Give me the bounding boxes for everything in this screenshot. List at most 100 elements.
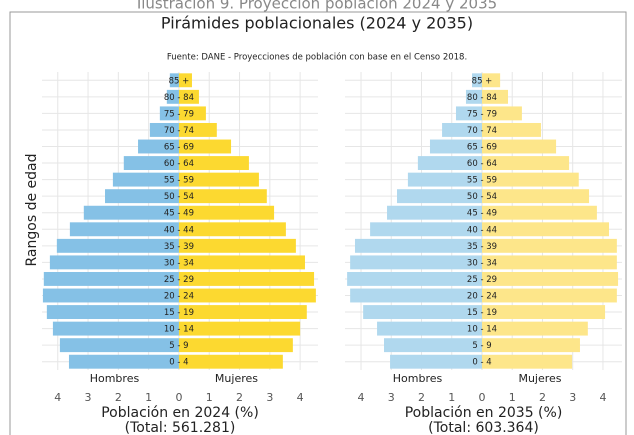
- category-label: 5 - 9: [472, 341, 491, 351]
- bar: [481, 271, 619, 286]
- category-label: 75 - 79: [164, 109, 194, 119]
- bar: [481, 288, 617, 303]
- x-tick-label: 3: [266, 391, 273, 404]
- bar: [178, 222, 286, 237]
- legend-label: Mujeres: [215, 372, 258, 385]
- category-label: 20 - 24: [164, 292, 194, 302]
- bar: [347, 271, 482, 286]
- x-tick-label: 0: [175, 391, 182, 404]
- x-tick-label: 2: [115, 391, 122, 404]
- bar: [178, 271, 315, 286]
- category-label: 15 - 19: [467, 308, 497, 318]
- category-label: 75 - 79: [467, 109, 497, 119]
- bar: [178, 122, 217, 137]
- x-axis-label: Población en 2024 (%): [101, 405, 259, 421]
- caption: Ilustración 9. Proyección población 2024…: [137, 0, 497, 13]
- bar: [442, 122, 482, 137]
- category-label: 40 - 44: [467, 225, 497, 235]
- bar: [178, 172, 259, 187]
- bar: [481, 238, 617, 253]
- x-tick-label: 2: [236, 391, 243, 404]
- x-axis-note: (Total: 561.281): [125, 420, 236, 435]
- legend-label: Mujeres: [518, 372, 561, 385]
- bar: [178, 89, 199, 104]
- category-label: 0 - 4: [472, 358, 491, 368]
- x-axis-note: (Total: 603.364): [428, 420, 539, 435]
- bar: [169, 73, 179, 88]
- bar: [68, 354, 179, 369]
- bar: [166, 89, 179, 104]
- bar: [178, 354, 283, 369]
- bar: [178, 73, 192, 88]
- category-label: 30 - 34: [164, 258, 194, 268]
- bar: [59, 338, 179, 353]
- bar: [472, 73, 482, 88]
- category-label: 35 - 39: [467, 242, 497, 252]
- bar: [417, 156, 482, 171]
- category-label: 5 - 9: [169, 341, 188, 351]
- bar: [481, 305, 606, 320]
- bar: [178, 106, 206, 121]
- bar: [159, 106, 179, 121]
- category-label: 15 - 19: [164, 308, 194, 318]
- category-label: 80 - 84: [164, 93, 194, 103]
- bar: [481, 122, 541, 137]
- bar: [43, 271, 179, 286]
- category-label: 40 - 44: [164, 225, 194, 235]
- bar: [149, 122, 179, 137]
- bar: [481, 189, 590, 204]
- category-label: 80 - 84: [467, 93, 497, 103]
- bar: [123, 156, 179, 171]
- category-label: 85 +: [169, 76, 190, 86]
- category-label: 70 - 74: [467, 126, 497, 136]
- category-label: 45 - 49: [164, 209, 194, 219]
- bar: [481, 172, 579, 187]
- bar: [178, 288, 316, 303]
- bar: [178, 305, 307, 320]
- bar: [384, 338, 482, 353]
- bar: [178, 156, 249, 171]
- x-tick-label: 4: [358, 391, 365, 404]
- bar: [178, 321, 301, 336]
- bar: [481, 205, 597, 220]
- bar: [481, 222, 609, 237]
- category-label: 70 - 74: [164, 126, 194, 136]
- x-tick-label: 1: [509, 391, 516, 404]
- bar: [69, 222, 179, 237]
- category-label: 60 - 64: [164, 159, 194, 169]
- x-tick-label: 1: [448, 391, 455, 404]
- x-tick-label: 1: [145, 391, 152, 404]
- bar: [178, 255, 305, 270]
- bar: [178, 189, 267, 204]
- bar: [390, 354, 482, 369]
- bar: [178, 205, 275, 220]
- bar: [178, 338, 293, 353]
- x-tick-label: 3: [569, 391, 576, 404]
- x-tick-label: 3: [388, 391, 395, 404]
- bar: [481, 255, 617, 270]
- bar: [363, 305, 482, 320]
- bar: [105, 189, 179, 204]
- bar: [455, 106, 482, 121]
- bar: [481, 139, 557, 154]
- bar: [481, 321, 588, 336]
- bar: [481, 73, 501, 88]
- x-tick-label: 2: [418, 391, 425, 404]
- bar: [354, 238, 482, 253]
- category-label: 0 - 4: [169, 358, 188, 368]
- category-label: 25 - 29: [164, 275, 194, 285]
- x-tick-label: 2: [539, 391, 546, 404]
- bar: [481, 354, 573, 369]
- category-label: 65 - 69: [164, 143, 194, 153]
- x-tick-label: 4: [599, 391, 606, 404]
- category-label: 55 - 59: [164, 176, 194, 186]
- x-tick-label: 3: [85, 391, 92, 404]
- category-label: 25 - 29: [467, 275, 497, 285]
- legend-label: Hombres: [393, 372, 443, 385]
- x-axis-label: Población en 2035 (%): [405, 405, 563, 421]
- category-label: 30 - 34: [467, 258, 497, 268]
- bar: [397, 189, 482, 204]
- subtitle: Fuente: DANE - Proyecciones de población…: [167, 52, 467, 63]
- bar: [46, 305, 179, 320]
